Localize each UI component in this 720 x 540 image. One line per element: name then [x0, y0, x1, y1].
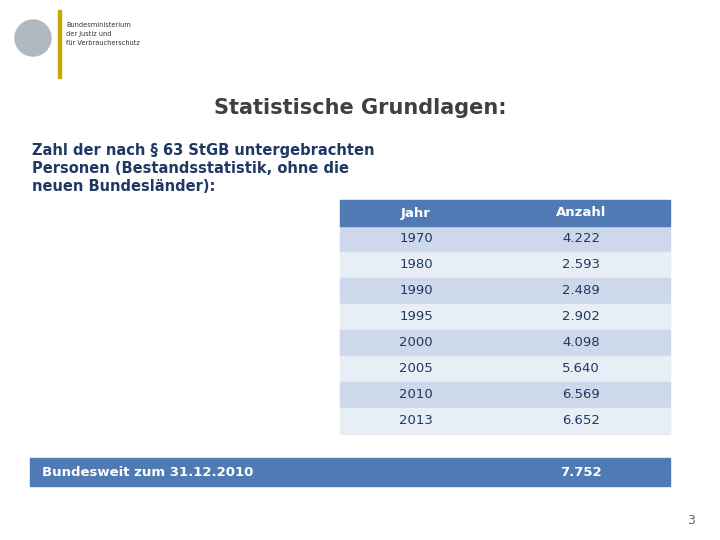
Text: 6.652: 6.652: [562, 415, 600, 428]
Text: 4.098: 4.098: [562, 336, 600, 349]
Text: 7.752: 7.752: [560, 465, 602, 478]
Text: 5.640: 5.640: [562, 362, 600, 375]
Text: Personen (Bestandsstatistik, ohne die: Personen (Bestandsstatistik, ohne die: [32, 161, 349, 176]
Text: Anzahl: Anzahl: [556, 206, 606, 219]
Text: Jahr: Jahr: [401, 206, 431, 219]
Text: 2005: 2005: [399, 362, 433, 375]
Bar: [30, 458, 670, 486]
Text: der Justiz und: der Justiz und: [66, 31, 112, 37]
Bar: [340, 252, 670, 278]
Text: 1980: 1980: [399, 259, 433, 272]
Text: 2.593: 2.593: [562, 259, 600, 272]
Bar: [340, 200, 670, 226]
Text: Bundesweit zum 31.12.2010: Bundesweit zum 31.12.2010: [42, 465, 253, 478]
Text: 1995: 1995: [399, 310, 433, 323]
Text: 4.222: 4.222: [562, 233, 600, 246]
Text: neuen Bundesländer):: neuen Bundesländer):: [32, 179, 215, 194]
Text: 2013: 2013: [399, 415, 433, 428]
Bar: [340, 408, 670, 434]
Bar: [340, 330, 670, 356]
Text: Zahl der nach § 63 StGB untergebrachten: Zahl der nach § 63 StGB untergebrachten: [32, 143, 374, 158]
Bar: [340, 382, 670, 408]
Text: Statistische Grundlagen:: Statistische Grundlagen:: [214, 98, 506, 118]
Bar: [340, 356, 670, 382]
Text: Bundesministerium: Bundesministerium: [66, 22, 131, 28]
Text: 1970: 1970: [399, 233, 433, 246]
Text: 2010: 2010: [399, 388, 433, 402]
Bar: [340, 278, 670, 304]
Bar: [340, 304, 670, 330]
Text: 2000: 2000: [399, 336, 433, 349]
Bar: [58, 10, 61, 78]
Text: für Verbraucherschutz: für Verbraucherschutz: [66, 40, 140, 46]
Text: 1990: 1990: [399, 285, 433, 298]
Text: 2.902: 2.902: [562, 310, 600, 323]
Bar: [340, 226, 670, 252]
Circle shape: [15, 20, 51, 56]
Text: 3: 3: [687, 514, 695, 527]
Text: 6.569: 6.569: [562, 388, 600, 402]
Text: 2.489: 2.489: [562, 285, 600, 298]
